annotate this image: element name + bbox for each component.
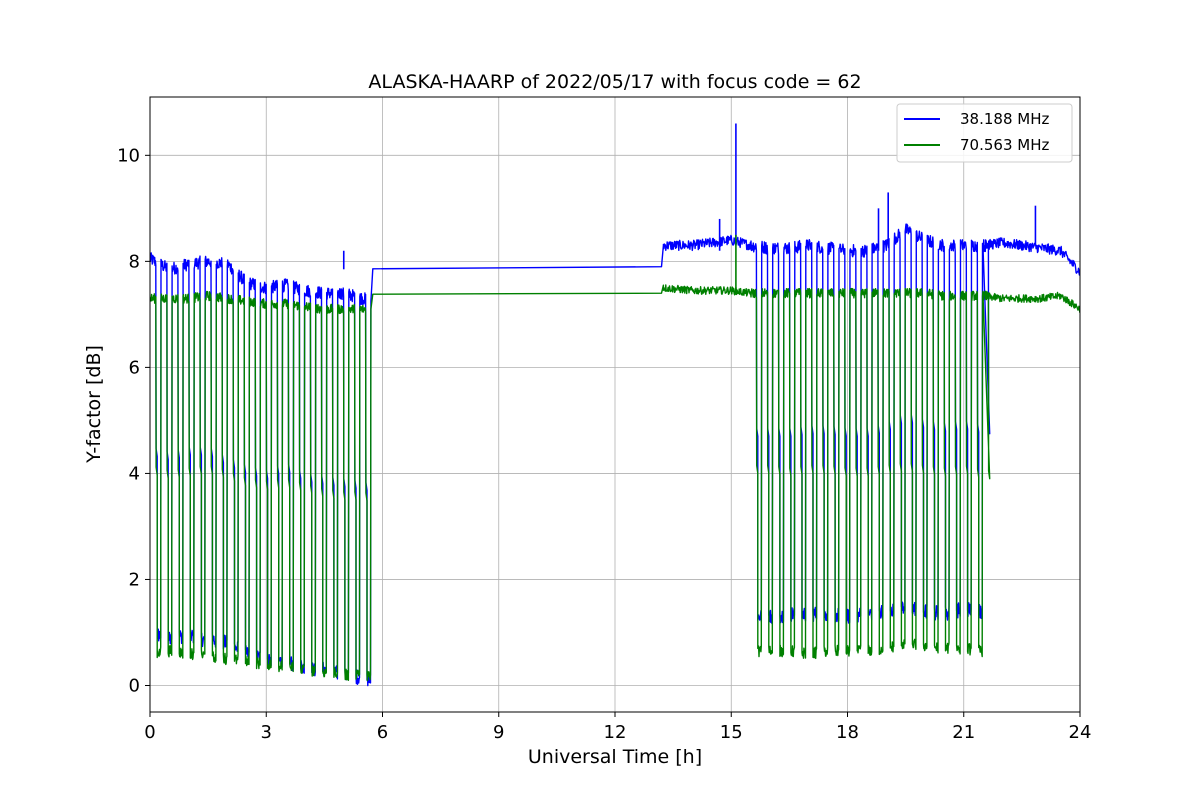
- y-tick-label: 2: [129, 569, 140, 590]
- x-tick-label: 15: [720, 722, 743, 743]
- y-axis-label: Y-factor [dB]: [83, 345, 105, 464]
- y-tick-label: 10: [117, 145, 140, 166]
- y-tick-label: 6: [129, 357, 140, 378]
- x-tick-label: 24: [1069, 722, 1092, 743]
- legend-label: 70.563 MHz: [960, 136, 1049, 154]
- x-axis-label: Universal Time [h]: [528, 746, 702, 768]
- x-axis: 0 3 6 9 12 15 18 21 24: [144, 712, 1091, 743]
- series-line-0: [150, 223, 1080, 687]
- legend: 38.188 MHz 70.563 MHz: [896, 103, 1073, 163]
- x-tick-label: 6: [377, 722, 388, 743]
- y-tick-label: 8: [129, 251, 140, 272]
- series-0: [150, 123, 1080, 687]
- x-tick-label: 9: [493, 722, 504, 743]
- legend-box: [896, 103, 1073, 163]
- y-tick-label: 0: [129, 675, 140, 696]
- x-tick-label: 12: [604, 722, 627, 743]
- x-tick-label: 18: [836, 722, 859, 743]
- x-tick-label: 21: [952, 722, 975, 743]
- series-line-1: [150, 284, 1080, 682]
- x-tick-label: 0: [144, 722, 155, 743]
- plot-area: [150, 123, 1080, 687]
- chart-title: ALASKA-HAARP of 2022/05/17 with focus co…: [368, 71, 861, 93]
- legend-label: 38.188 MHz: [960, 110, 1049, 128]
- y-tick-label: 4: [129, 463, 140, 484]
- y-axis: 0 2 4 6 8 10: [117, 145, 150, 696]
- series-1: [150, 234, 1080, 682]
- x-tick-label: 3: [261, 722, 272, 743]
